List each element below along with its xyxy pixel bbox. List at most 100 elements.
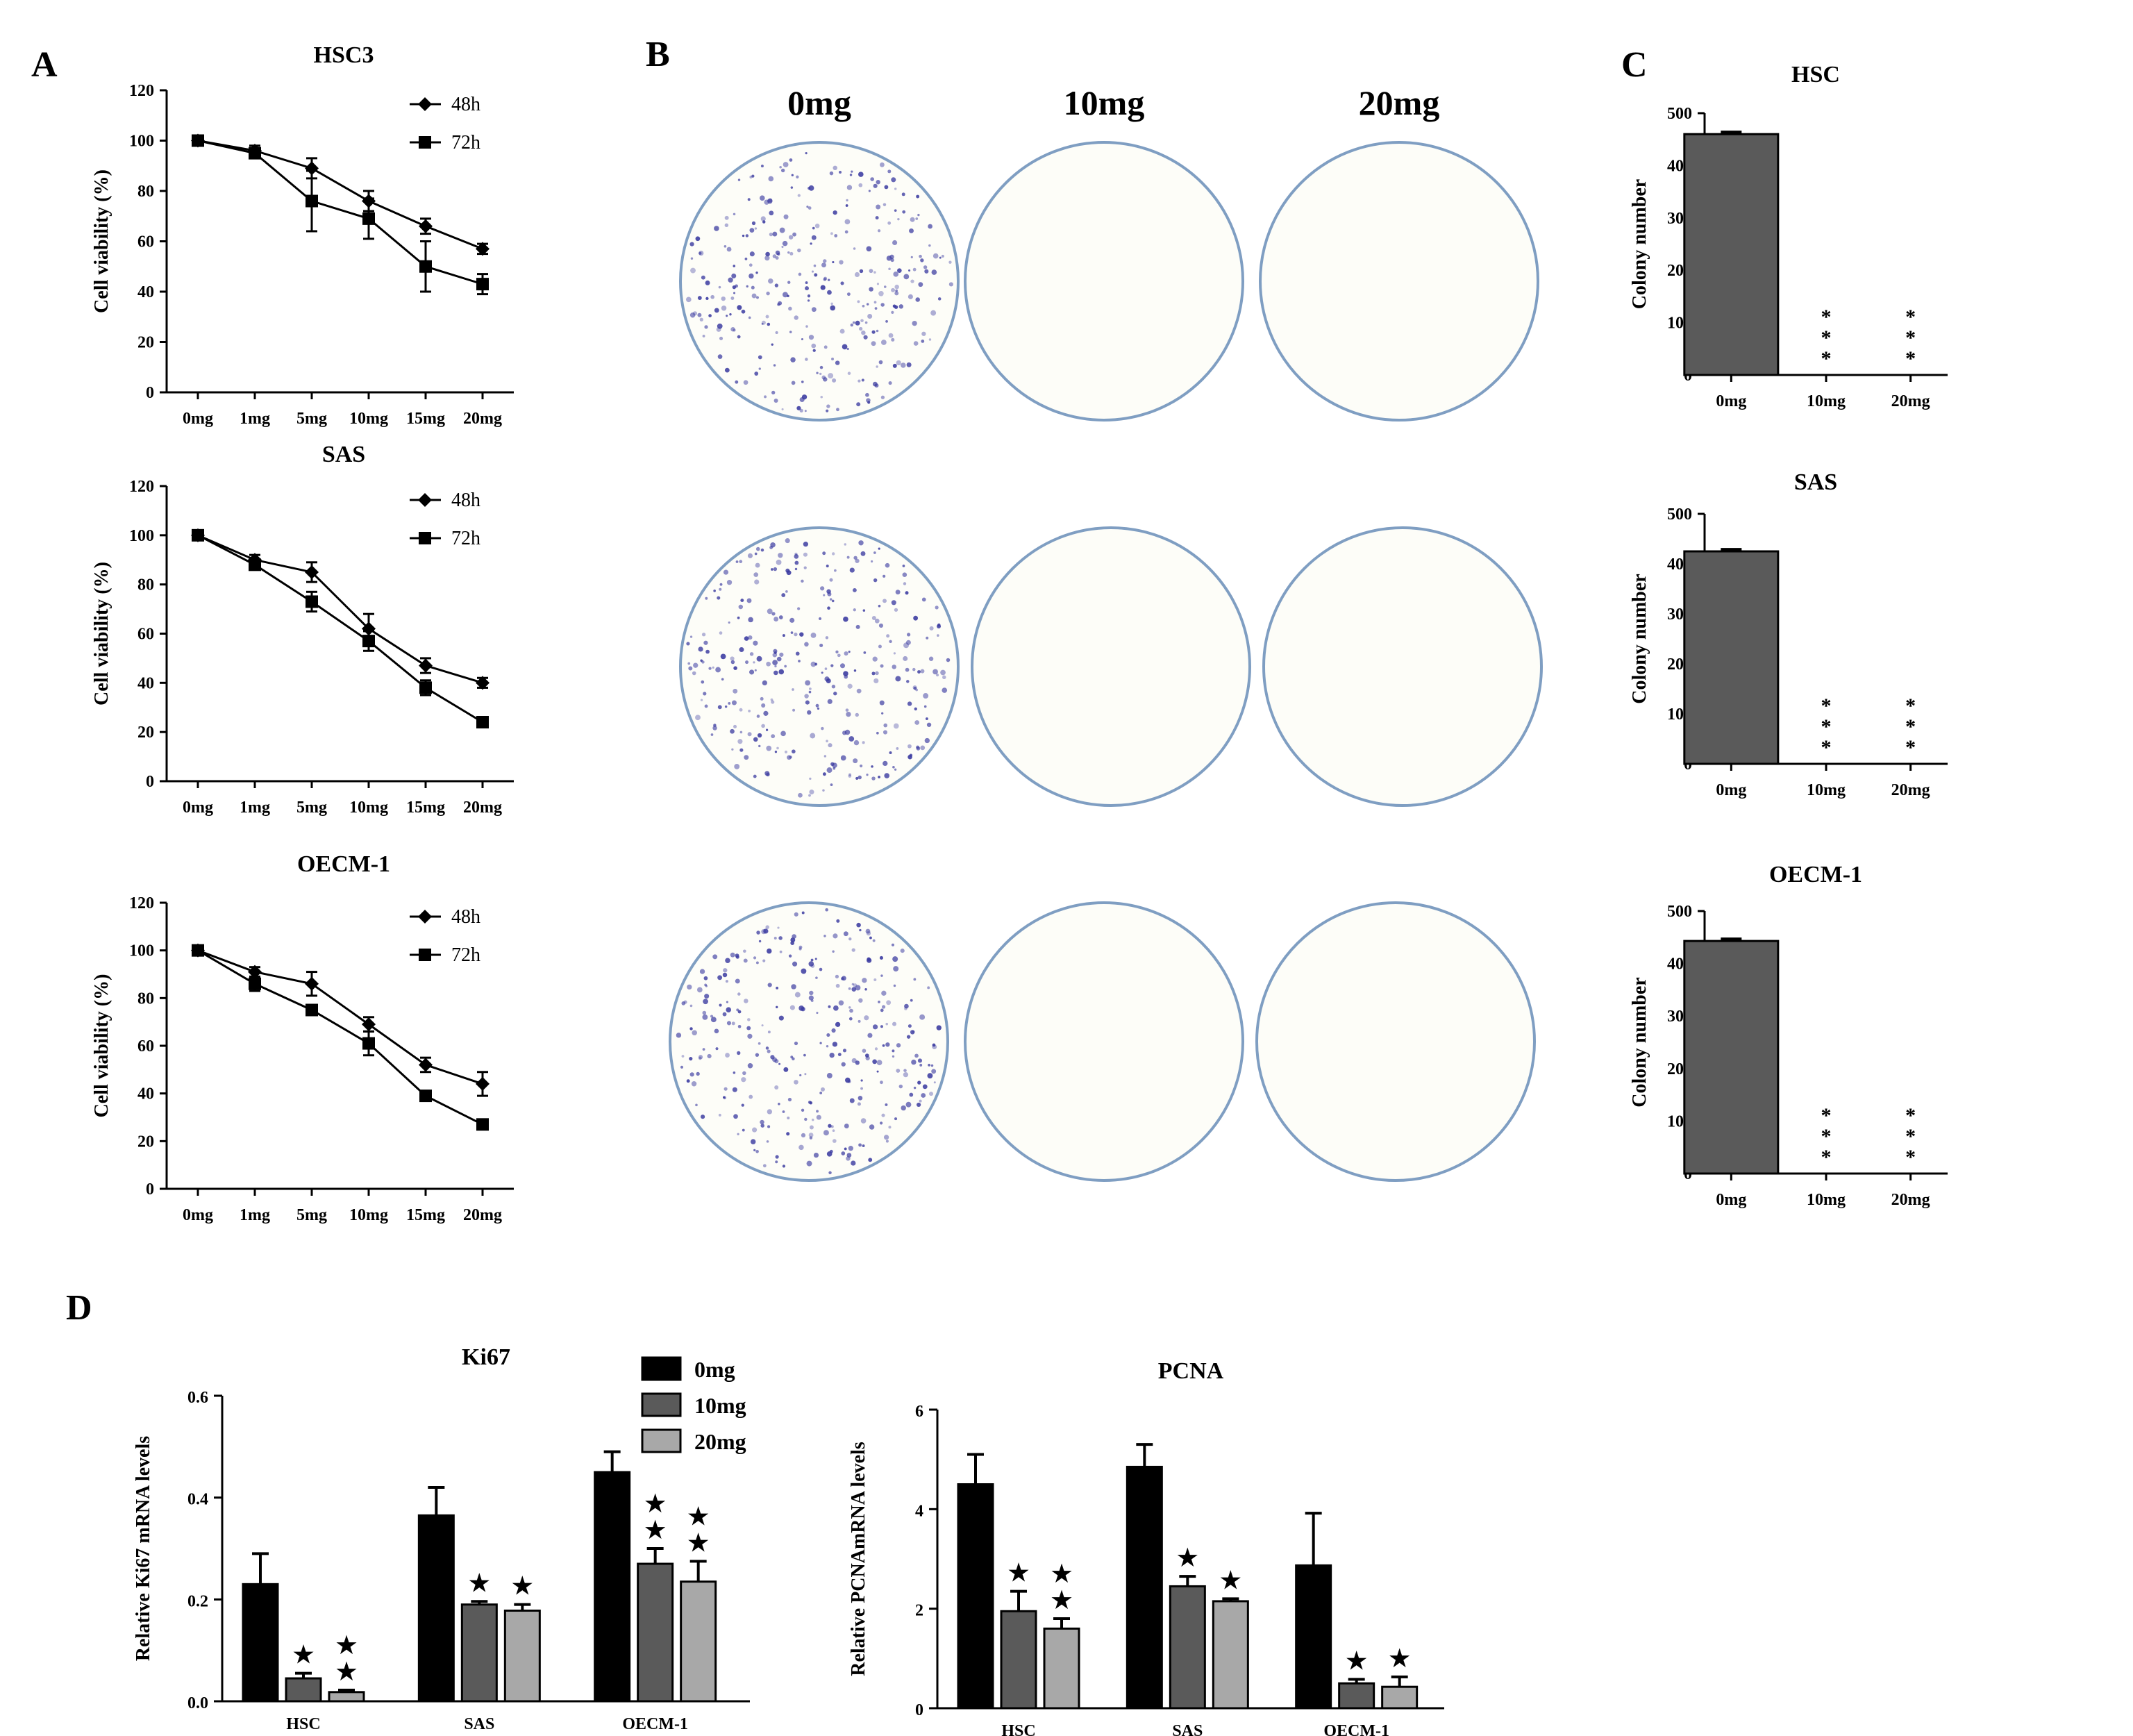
colony-dot <box>871 616 876 620</box>
panel-letter-d: D <box>66 1288 92 1328</box>
colony-dot <box>777 252 780 256</box>
d2-bar-0mg-SAS <box>1126 1465 1163 1710</box>
colony-dot <box>869 936 872 940</box>
colony-dot <box>781 408 784 410</box>
a2-ytick-label: 20 <box>137 724 154 742</box>
colony-dot <box>871 776 876 781</box>
colony-dot <box>923 693 929 699</box>
colony-dot <box>787 1097 792 1102</box>
colony-dot <box>754 227 758 230</box>
colony-dot <box>874 1047 878 1051</box>
colony-dot <box>703 640 708 645</box>
colony-dot <box>865 928 871 934</box>
colony-dot <box>716 327 721 332</box>
colony-dot <box>739 708 743 712</box>
c2-significance-star: * <box>1821 694 1832 717</box>
colony-dot <box>771 343 773 346</box>
colony-dot <box>820 395 823 399</box>
colony-dot <box>926 722 932 727</box>
colony-dot <box>844 651 848 656</box>
a3-ylabel: Cell viability (%) <box>91 974 112 1118</box>
colony-dot <box>689 1057 693 1061</box>
colony-dot <box>837 1053 842 1056</box>
colony-dot <box>719 1003 722 1007</box>
plate-2-1 <box>964 901 1244 1182</box>
colony-dot <box>750 1139 756 1144</box>
colony-dot <box>789 331 792 333</box>
colony-dot <box>912 667 916 671</box>
colony-dot <box>821 1087 825 1092</box>
colony-dot <box>791 984 796 990</box>
colony-dot <box>801 1108 805 1112</box>
colony-dot <box>832 950 835 953</box>
c1-xtick-label: 10mg <box>1807 392 1846 410</box>
colony-dot <box>787 1116 790 1120</box>
colony-dot <box>749 669 755 675</box>
colony-dot <box>690 267 696 274</box>
a2-ytick-label: 60 <box>137 626 154 644</box>
colony-dot <box>948 260 952 264</box>
colony-dot <box>889 751 892 755</box>
colony-dot <box>834 569 837 572</box>
a3-legend-label: 72h <box>451 944 480 966</box>
colony-dot <box>719 583 723 586</box>
colony-dot <box>776 746 779 750</box>
colony-dot <box>873 551 876 554</box>
colony-dot <box>880 162 885 167</box>
d1-bar-20mg-OECM-1 <box>680 1580 717 1703</box>
colony-dot <box>801 579 804 583</box>
colony-dot <box>853 608 856 612</box>
colony-dot <box>737 1051 741 1055</box>
colony-dot <box>735 284 738 288</box>
colony-dot <box>790 937 796 943</box>
colony-dot <box>849 174 853 176</box>
colony-dot <box>896 1068 901 1073</box>
a2-series-72h-line <box>197 534 483 724</box>
colony-dot <box>846 1153 852 1158</box>
colony-dot <box>788 235 794 240</box>
colony-dot <box>833 692 837 696</box>
colony-dot <box>929 626 934 631</box>
colony-dot <box>771 700 775 704</box>
colony-dot <box>848 774 852 778</box>
colony-dot <box>828 1005 831 1008</box>
colony-dot <box>937 634 939 637</box>
colony-dot <box>909 228 914 233</box>
colony-dot <box>901 1105 906 1111</box>
d2-significance-star: ★ <box>1345 1646 1369 1676</box>
colony-dot <box>745 234 749 237</box>
colony-dot <box>814 958 817 960</box>
colony-dot <box>845 708 849 712</box>
colony-dot <box>823 276 828 281</box>
colony-dot <box>893 723 899 729</box>
colony-dot <box>819 1092 823 1094</box>
colony-dot <box>816 1012 819 1015</box>
colony-dot <box>760 696 764 701</box>
colony-dot <box>801 337 803 341</box>
colony-dot <box>747 732 752 737</box>
colony-dot <box>796 406 801 410</box>
colony-dot <box>744 999 748 1003</box>
d1-significance-star: ★ <box>335 1658 358 1687</box>
colony-dot <box>799 1074 802 1077</box>
colony-dot <box>773 364 776 367</box>
colony-dot <box>878 644 882 649</box>
colony-dot <box>846 199 848 202</box>
d2-significance-star: ★ <box>1050 1560 1073 1589</box>
colony-dot <box>856 922 861 928</box>
colony-dot <box>832 260 835 264</box>
colony-dot <box>715 1047 719 1051</box>
colony-dot <box>891 337 895 342</box>
a1-point-72h <box>419 260 432 273</box>
colony-dot <box>704 325 708 329</box>
colony-dot <box>717 596 721 600</box>
a3-point-72h <box>306 1003 318 1017</box>
colony-dot <box>907 1024 912 1028</box>
colony-dot <box>883 760 888 767</box>
colony-dot <box>699 251 702 255</box>
colony-dot <box>908 269 911 272</box>
colony-dot <box>939 256 942 259</box>
colony-dot <box>723 968 728 973</box>
colony-dot <box>828 1171 832 1175</box>
c2-xtick-label: 10mg <box>1807 781 1846 799</box>
